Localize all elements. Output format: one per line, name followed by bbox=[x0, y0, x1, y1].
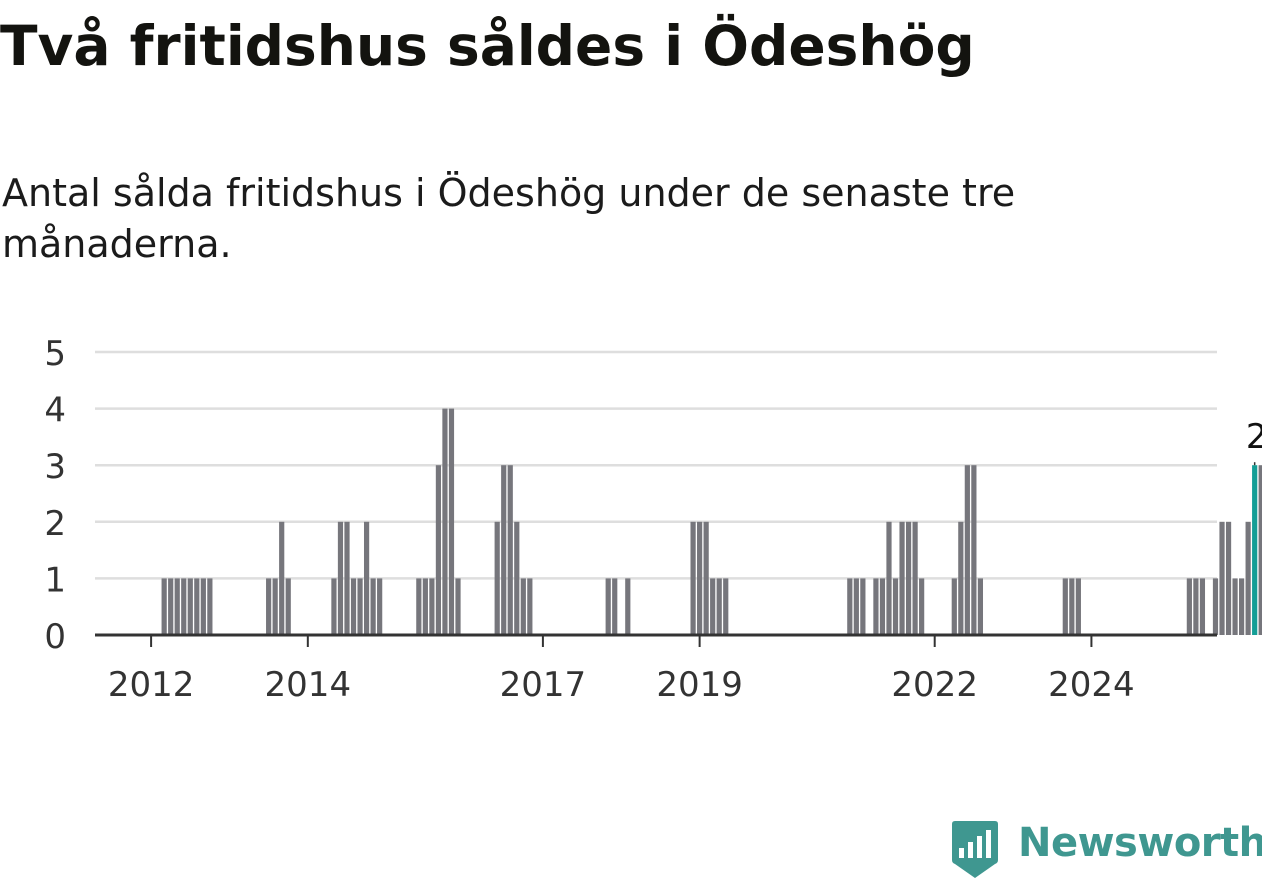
bar bbox=[612, 578, 618, 635]
bar bbox=[187, 578, 193, 635]
bar-chart: 0 1 2 3 4 5 2012 2014 2017 2019 2022 2024 2 bbox=[44, 334, 1262, 705]
bar bbox=[285, 578, 291, 635]
bar bbox=[337, 521, 344, 635]
bar bbox=[1212, 578, 1219, 635]
bar bbox=[899, 521, 905, 635]
bar bbox=[207, 578, 213, 635]
bar bbox=[494, 521, 500, 635]
bar bbox=[344, 521, 350, 635]
chart-subtitle: Antal sålda fritidshus i Ödeshög under d… bbox=[2, 171, 1016, 266]
bar bbox=[194, 578, 200, 635]
bar bbox=[710, 578, 716, 635]
bar bbox=[331, 578, 337, 635]
bar bbox=[363, 521, 370, 635]
bar bbox=[1199, 578, 1206, 635]
bar bbox=[266, 578, 272, 635]
x-tick-label: 2022 bbox=[891, 665, 978, 705]
newsworthy-logo-icon bbox=[952, 821, 998, 878]
bar bbox=[435, 465, 442, 635]
bar bbox=[455, 578, 461, 635]
bar bbox=[1186, 578, 1192, 635]
y-tick-label: 5 bbox=[44, 334, 66, 374]
bar bbox=[723, 578, 729, 635]
bar bbox=[1225, 521, 1232, 635]
bar bbox=[971, 465, 977, 635]
bar bbox=[174, 578, 180, 635]
annotation-label: 2 bbox=[1246, 417, 1262, 457]
bar bbox=[860, 578, 866, 635]
bar bbox=[1062, 578, 1068, 635]
bar bbox=[886, 521, 892, 635]
bar bbox=[1239, 578, 1245, 635]
bar bbox=[605, 578, 611, 635]
x-tick-label: 2017 bbox=[500, 665, 587, 705]
bar bbox=[912, 521, 918, 635]
bar bbox=[448, 408, 455, 635]
y-tick-label: 1 bbox=[44, 560, 66, 600]
bar bbox=[422, 578, 428, 635]
bar bbox=[377, 578, 383, 635]
bar bbox=[703, 521, 709, 635]
bar bbox=[507, 465, 513, 635]
bar bbox=[1193, 578, 1199, 635]
bar bbox=[357, 578, 363, 635]
bar bbox=[527, 578, 533, 635]
bar bbox=[416, 578, 422, 635]
bar bbox=[690, 521, 696, 635]
bar bbox=[905, 521, 912, 635]
bar bbox=[520, 578, 526, 635]
bar bbox=[1245, 521, 1251, 635]
bar bbox=[161, 578, 167, 635]
bar bbox=[1232, 578, 1238, 635]
bar bbox=[716, 578, 722, 635]
bar bbox=[1069, 578, 1075, 635]
bar bbox=[272, 578, 278, 635]
bar bbox=[1075, 578, 1081, 635]
bar bbox=[919, 578, 925, 635]
chart-title: Två fritidshus såldes i Ödeshög bbox=[0, 14, 975, 78]
bar bbox=[951, 578, 957, 635]
x-tick-label: 2024 bbox=[1048, 665, 1135, 705]
bar bbox=[892, 578, 899, 635]
bar bbox=[279, 521, 285, 635]
bar bbox=[625, 578, 631, 635]
bar bbox=[958, 521, 964, 635]
bar bbox=[501, 465, 507, 635]
brand-name: Newsworthy bbox=[1018, 820, 1262, 866]
bar bbox=[873, 578, 879, 635]
bar bbox=[350, 578, 357, 635]
bar bbox=[168, 578, 174, 635]
x-tick-label: 2019 bbox=[656, 665, 743, 705]
bar bbox=[879, 578, 886, 635]
bar bbox=[847, 578, 853, 635]
bar bbox=[853, 578, 859, 635]
bar bbox=[964, 465, 970, 635]
y-tick-label: 0 bbox=[44, 617, 66, 657]
bar bbox=[514, 521, 520, 635]
y-tick-label: 4 bbox=[44, 391, 66, 431]
x-tick-label: 2012 bbox=[108, 665, 195, 705]
bar bbox=[1219, 521, 1225, 635]
bar bbox=[429, 578, 435, 635]
bar-highlight bbox=[1252, 465, 1258, 635]
bar bbox=[442, 408, 448, 635]
bar bbox=[181, 578, 187, 635]
y-tick-label: 2 bbox=[44, 504, 66, 544]
bar bbox=[1258, 465, 1262, 635]
bar bbox=[697, 521, 703, 635]
y-tick-label: 3 bbox=[44, 447, 66, 487]
bar bbox=[977, 578, 984, 635]
bar bbox=[200, 578, 206, 635]
newsworthy-logo: Newsworthy bbox=[950, 818, 1262, 880]
bar bbox=[370, 578, 376, 635]
x-tick-label: 2014 bbox=[265, 665, 352, 705]
